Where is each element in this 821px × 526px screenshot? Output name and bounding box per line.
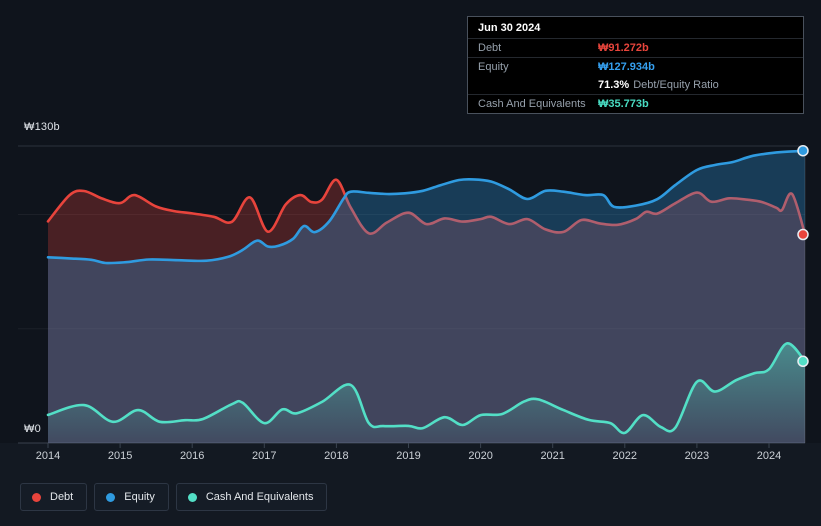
- equity-series-dot-icon: [106, 492, 116, 502]
- x-tick-label-2014: 2014: [35, 450, 61, 462]
- y-axis-max-label: ₩130b: [24, 121, 60, 133]
- cash-series-dot-icon: [187, 492, 197, 502]
- tooltip-ratio-label: Debt/Equity Ratio: [633, 79, 719, 91]
- debt-series-dot-icon: [32, 492, 41, 502]
- cash-end-marker[interactable]: [797, 355, 809, 368]
- equity-area-fill: [48, 150, 805, 443]
- legend: Debt Equity Cash And Equivalents: [20, 483, 328, 511]
- legend-item-cash[interactable]: Cash And Equivalents: [175, 483, 328, 511]
- debt-area-fill: [48, 179, 805, 443]
- equity-line: [46, 149, 807, 265]
- x-tick-label-2023: 2023: [684, 450, 710, 462]
- x-tick-label-2021: 2021: [540, 450, 565, 462]
- x-tick-label-2017: 2017: [252, 450, 277, 462]
- legend-item-equity[interactable]: Equity: [94, 483, 169, 511]
- tooltip-cash-label: Cash And Equivalents: [478, 98, 586, 110]
- x-tick-label-2018: 2018: [324, 450, 349, 462]
- tooltip-cash-value: ₩35.773b: [598, 98, 649, 110]
- tooltip-row-cash: Cash And Equivalents ₩35.773b: [468, 95, 803, 113]
- debt-line: [46, 178, 807, 236]
- legend-item-debt[interactable]: Debt: [20, 483, 88, 511]
- tooltip-row-ratio: 71.3% Debt/Equity Ratio: [468, 76, 803, 95]
- x-tick-label-2024: 2024: [756, 450, 782, 462]
- tooltip-equity-label: Equity: [478, 61, 509, 73]
- tooltip-row-equity: Equity ₩127.934b: [468, 58, 803, 76]
- x-tick-label-2015: 2015: [107, 450, 133, 462]
- tooltip-ratio-percent: 71.3%: [598, 79, 630, 91]
- tooltip-debt-label: Debt: [478, 42, 502, 54]
- cash-area-fill: [48, 343, 805, 443]
- x-tick-label-2019: 2019: [396, 450, 421, 462]
- legend-label-equity: Equity: [124, 491, 155, 503]
- tooltip-date: Jun 30 2024: [468, 17, 803, 39]
- tooltip-debt-value: ₩91.272b: [598, 42, 649, 54]
- y-axis-zero-label: ₩0: [24, 423, 41, 435]
- cash-line: [46, 342, 807, 435]
- x-tick-label-2020: 2020: [468, 450, 493, 462]
- tooltip-row-debt: Debt ₩91.272b: [468, 39, 803, 58]
- x-axis-labels: 2014 2015 2016 2017 2018 2019 2020 2021 2022 2023…: [0, 450, 821, 466]
- legend-label-cash: Cash And Equivalents: [205, 491, 314, 503]
- legend-label-debt: Debt: [50, 491, 74, 503]
- debt-end-marker[interactable]: [797, 228, 809, 241]
- tooltip-equity-value: ₩127.934b: [598, 61, 655, 73]
- chart-tooltip: Jun 30 2024 Debt ₩91.272b Equity ₩127.93…: [467, 16, 804, 114]
- x-tick-label-2016: 2016: [179, 450, 205, 462]
- x-tick-label-2022: 2022: [612, 450, 638, 462]
- equity-end-marker[interactable]: [797, 144, 809, 157]
